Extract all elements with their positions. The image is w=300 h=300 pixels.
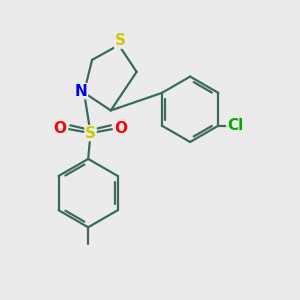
Text: S: S bbox=[85, 126, 96, 141]
Text: O: O bbox=[53, 121, 66, 136]
Text: O: O bbox=[115, 121, 128, 136]
Text: Cl: Cl bbox=[227, 118, 243, 133]
Text: N: N bbox=[75, 84, 87, 99]
Text: S: S bbox=[115, 33, 126, 48]
